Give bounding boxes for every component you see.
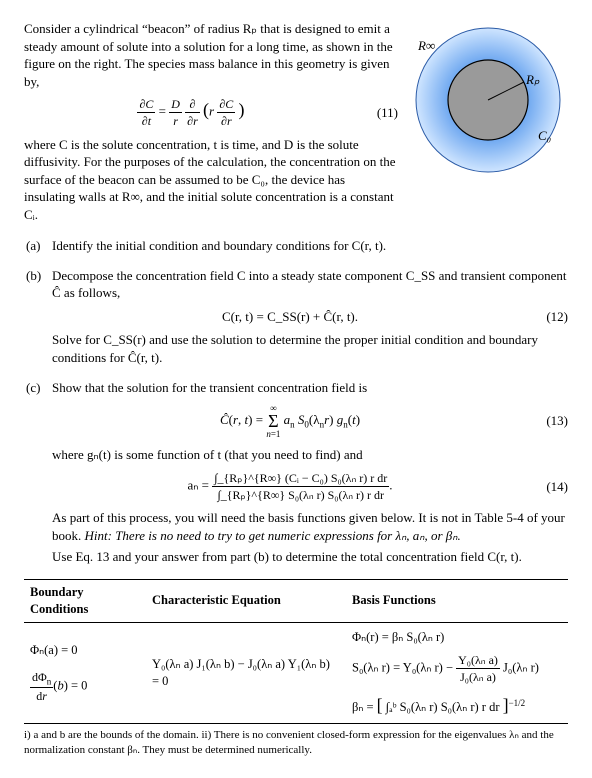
intro-paragraph-2: where C is the solute concentration, t i… [24, 136, 398, 224]
equation-11-number: (11) [358, 104, 398, 122]
part-c: (c) Show that the solution for the trans… [52, 379, 568, 566]
table-header-char: Characteristic Equation [146, 579, 346, 622]
part-b: (b) Decompose the concentration field C … [52, 267, 568, 367]
equation-14-number: (14) [528, 478, 568, 496]
part-c-text-2: where gₙ(t) is some function of t (that … [52, 446, 568, 464]
label-R-infinity: R∞ [417, 38, 435, 53]
beacon-figure: R∞ Rₚ C₀ [408, 20, 568, 223]
basis-functions-table: Boundary Conditions Characteristic Equat… [24, 579, 568, 724]
part-c-marker: (c) [26, 379, 40, 397]
equation-12: C(r, t) = C_SS(r) + Ĉ(r, t). [52, 308, 528, 326]
table-char-cell: Y₀(λₙ a) J₁(λₙ b) − J₀(λₙ a) Y₁(λₙ b) = … [146, 622, 346, 724]
part-b-marker: (b) [26, 267, 41, 285]
part-c-text-3: As part of this process, you will need t… [52, 509, 568, 544]
part-c-text-1: Show that the solution for the transient… [52, 380, 367, 395]
table-header-bc: Boundary Conditions [24, 579, 146, 622]
equation-11: ∂C∂t = Dr ∂∂r (r ∂C∂r ) [24, 96, 358, 129]
intro-paragraph-1: Consider a cylindrical “beacon” of radiu… [24, 20, 398, 90]
table-bc-cell: Φₙ(a) = 0 dΦndr(b) = 0 [24, 622, 146, 724]
equation-13: Ĉ(r, t) = ∞ Σ n=1 an S0(λnr) gn(t) [52, 402, 528, 440]
part-b-text-1: Decompose the concentration field C into… [52, 268, 566, 301]
table-header-basis: Basis Functions [346, 579, 568, 622]
table-footnote: i) a and b are the bounds of the domain.… [24, 728, 568, 758]
equation-14: aₙ = ∫_{Rₚ}^{R∞} (Cᵢ − C₀) S₀(λₙ r) r dr… [52, 470, 528, 503]
part-c-text-4: Use Eq. 13 and your answer from part (b)… [52, 548, 568, 566]
equation-13-number: (13) [528, 412, 568, 430]
part-b-text-2: Solve for C_SS(r) and use the solution t… [52, 331, 568, 366]
part-a-marker: (a) [26, 237, 40, 255]
label-R-p: Rₚ [525, 72, 540, 87]
part-a: (a) Identify the initial condition and b… [52, 237, 568, 255]
part-a-text: Identify the initial condition and bound… [52, 238, 386, 253]
label-C0: C₀ [538, 128, 551, 143]
table-basis-cell: Φₙ(r) = βₙ S₀(λₙ r) S₀(λₙ r) = Y₀(λₙ r) … [346, 622, 568, 724]
equation-12-number: (12) [528, 308, 568, 326]
